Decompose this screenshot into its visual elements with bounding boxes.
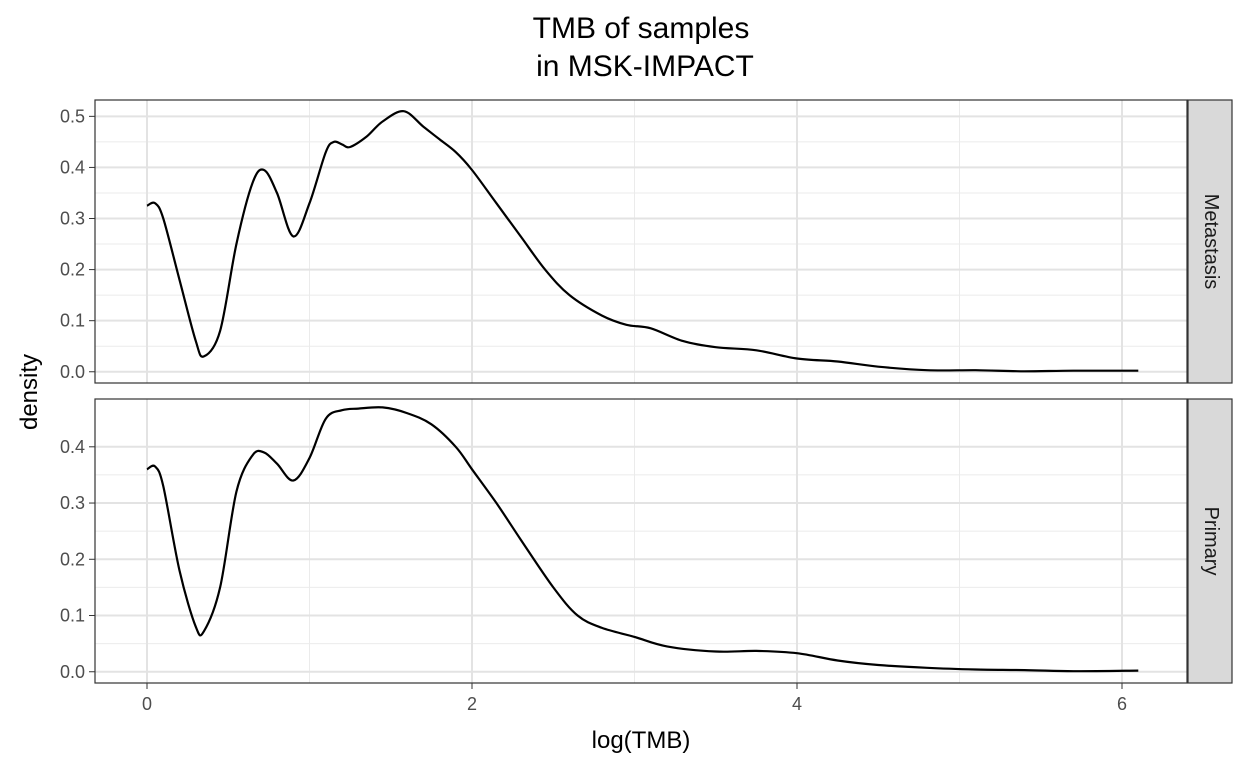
- panel-border: [94, 398, 1188, 684]
- panel-metastasis: 0.0 0.1 0.2 0.3 0.4 0.5 Metastasis: [60, 99, 1233, 384]
- chart-title-line-1: TMB of samples: [533, 12, 750, 45]
- panel-background: [95, 100, 1187, 383]
- density-line-primary: [146, 406, 1139, 673]
- x-tick-label: 2: [467, 694, 477, 714]
- y-tick-label: 0.5: [60, 106, 85, 126]
- y-tick-label: 0.4: [60, 437, 85, 457]
- x-tick-label: 6: [1117, 694, 1127, 714]
- y-tick-label: 0.3: [60, 493, 85, 513]
- density-line-metastasis: [146, 110, 1139, 373]
- chart-title-line-2: in MSK-IMPACT: [536, 50, 754, 83]
- y-tick-label: 0.2: [60, 260, 85, 280]
- panel-background: [95, 399, 1187, 683]
- y-tick-label: 0.3: [60, 209, 85, 229]
- panel-border: [94, 99, 1188, 384]
- y-tick-label: 0.0: [60, 662, 85, 682]
- y-tick-label: 0.0: [60, 362, 85, 382]
- facet-strip-metastasis: [1187, 99, 1233, 384]
- facet-strip-primary: [1187, 398, 1233, 684]
- y-axis-title: density: [16, 354, 43, 430]
- panel-primary: 0.0 0.1 0.2 0.3 0.4 Primary 0 2 4 6: [60, 398, 1233, 714]
- y-tick-label: 0.1: [60, 311, 85, 331]
- x-axis-title: log(TMB): [592, 727, 691, 754]
- facet-label-primary: Primary: [1200, 507, 1222, 576]
- x-tick-label: 4: [792, 694, 802, 714]
- y-tick-label: 0.4: [60, 157, 85, 177]
- y-tick-label: 0.1: [60, 606, 85, 626]
- x-tick-label: 0: [142, 694, 152, 714]
- facet-label-metastasis: Metastasis: [1200, 194, 1222, 290]
- y-tick-label: 0.2: [60, 549, 85, 569]
